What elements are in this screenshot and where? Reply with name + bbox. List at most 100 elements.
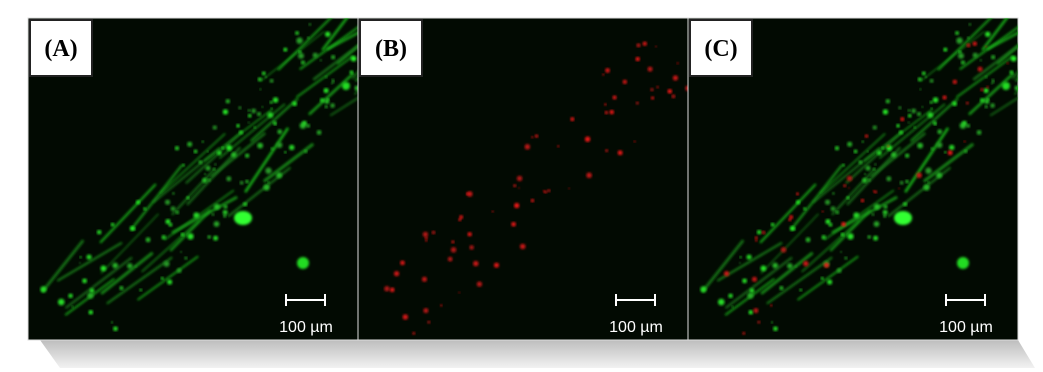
cell-dot [257,142,264,149]
cell-blob [1002,82,1010,90]
cell-dot [917,77,922,82]
cell-dot [213,203,220,210]
cell-dot [881,146,885,150]
red-dot [751,276,757,282]
cell-dot [296,37,303,44]
cell-dot [168,222,173,227]
cell-dot [143,207,147,211]
cell-dot [936,142,943,149]
panel-label: (A) [44,36,77,62]
cell-dot [205,165,211,171]
red-dot [754,236,758,240]
cell-dot [176,268,182,273]
fiber [759,183,817,244]
cell-dot [68,293,73,299]
cell-dot [871,213,875,216]
red-dot [389,287,395,293]
cell-blob [234,211,252,225]
red-dot [900,117,905,122]
red-dot [602,73,605,76]
cell-dot [226,144,233,151]
cell-dot [270,147,274,151]
cell-dot [907,121,910,124]
cell-dot [276,142,283,149]
cell-dot [263,184,270,191]
red-dot [568,187,571,190]
cell-dot [71,305,74,308]
cell-dot [899,180,904,185]
red-dot [534,134,539,138]
cell-dot [862,177,868,183]
cell-dot [864,173,866,176]
red-dot [459,215,464,219]
scale-bar-label: 100 µm [939,319,993,336]
cell-dot [700,286,707,293]
cell-dot [966,36,970,39]
red-dot [860,198,865,203]
fiber [812,147,881,204]
cell-dot [772,262,779,269]
red-dot [947,150,953,156]
cell-dot [913,126,916,129]
cell-dot [934,123,937,126]
cell-dot [231,152,237,158]
fiber [845,132,902,185]
cell-dot [319,59,322,62]
fiber [141,219,200,273]
red-dot [636,43,641,48]
fiber [152,147,221,204]
cell-dot [891,152,897,158]
cell-dot [921,71,926,76]
cell-dot [174,146,180,151]
cell-dot [832,192,835,195]
fiber [299,26,358,71]
cell-dot [110,222,115,227]
cell-dot [749,288,755,294]
red-dot [848,187,850,189]
cell-dot [964,149,968,153]
cell-dot [270,107,273,110]
red-dot [788,218,792,222]
cell-dot [164,199,171,205]
cell-dot [966,123,970,128]
cell-dot [349,70,354,75]
cell-dot [979,59,982,62]
fiber [981,18,1009,51]
cell-dot [276,172,283,179]
cell-dot [984,105,988,109]
cell-dot [805,237,811,243]
cell-dot [985,75,988,79]
fiber [937,18,993,71]
cell-dot [873,203,880,210]
cell-dot [739,256,742,259]
cell-dot [283,47,288,52]
cell-dot [213,235,219,241]
cell-dot [929,78,934,83]
fiber [959,26,1018,71]
cell-dot [214,163,217,166]
cell-dot [212,167,216,171]
cell-dot [820,276,824,280]
red-dot [469,245,474,250]
fiber [159,132,226,195]
cell-dot [728,293,733,299]
fiber [1014,76,1018,82]
cell-dot [261,106,264,108]
cell-dot [949,144,955,151]
cell-dot [937,129,943,135]
cell-dot [917,142,924,149]
red-dot [511,221,516,227]
label-box [29,19,93,77]
cell-dot [111,321,114,324]
cell-dot [297,52,305,59]
cell-dot [40,286,47,293]
cell-dot [748,310,753,315]
red-dot [647,66,653,72]
red-dot [467,191,473,197]
fiber [186,146,242,206]
cell-dot [742,278,747,284]
cell-dot [327,98,330,101]
cell-dot [57,298,65,306]
cell-dot [842,163,845,167]
